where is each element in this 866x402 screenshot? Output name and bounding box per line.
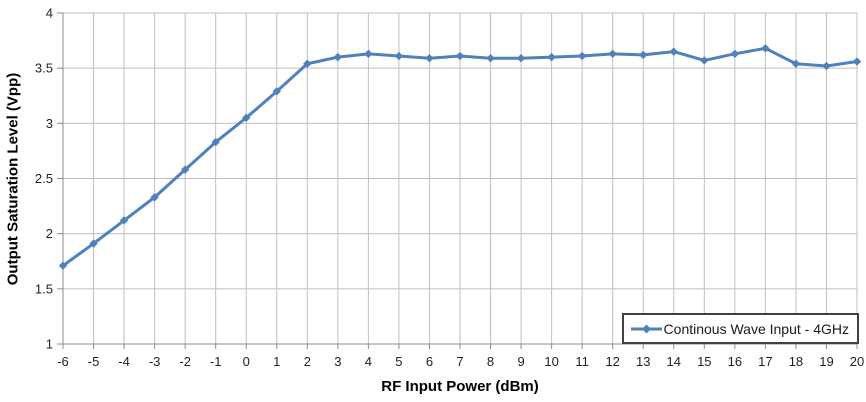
x-tick-label: 9 bbox=[517, 354, 524, 369]
x-tick-label: 8 bbox=[487, 354, 494, 369]
x-tick-label: 19 bbox=[819, 354, 833, 369]
x-tick-label: 20 bbox=[850, 354, 864, 369]
x-tick-label: 17 bbox=[758, 354, 772, 369]
gridlines bbox=[62, 12, 858, 345]
data-point-marker bbox=[486, 54, 495, 63]
x-tick-label: 10 bbox=[544, 354, 558, 369]
data-point-marker bbox=[730, 49, 740, 59]
data-point-marker bbox=[669, 47, 678, 56]
tick-labels: -6 -5 -4 -3 -2 -1 0 1 2 3 4 5 6 7 8 9 10 11 12 13 14 15 16 17 18… bbox=[35, 6, 864, 370]
data-point-marker bbox=[119, 216, 129, 225]
x-tick-label: 7 bbox=[456, 354, 463, 369]
x-tick-label: 18 bbox=[789, 354, 803, 369]
data-point-marker bbox=[516, 54, 526, 63]
legend-line-marker-icon bbox=[630, 324, 662, 333]
axes bbox=[57, 12, 858, 349]
x-tick-label: 1 bbox=[273, 354, 280, 369]
x-tick-label: 12 bbox=[605, 354, 619, 369]
y-tick-label: 1.5 bbox=[35, 281, 53, 296]
legend-series-label: Continous Wave Input - 4GHz bbox=[663, 320, 849, 337]
x-tick-label: 0 bbox=[243, 354, 250, 369]
data-point-marker bbox=[150, 193, 159, 202]
y-tick-label: 3 bbox=[46, 116, 53, 131]
y-tick-label: 2 bbox=[46, 226, 53, 241]
data-point-marker bbox=[577, 51, 587, 61]
x-tick-label: -6 bbox=[57, 354, 69, 369]
x-tick-label: -3 bbox=[149, 354, 161, 369]
data-point-marker bbox=[364, 49, 373, 59]
y-tick-label: 4 bbox=[46, 6, 53, 21]
data-point-marker bbox=[639, 50, 648, 60]
y-tick-label: 3.5 bbox=[35, 61, 53, 76]
data-point-marker bbox=[58, 261, 68, 270]
y-tick-label: 1 bbox=[46, 337, 53, 352]
data-point-marker bbox=[822, 61, 831, 71]
x-tick-label: 13 bbox=[636, 354, 650, 369]
data-point-marker bbox=[608, 49, 617, 59]
x-tick-label: 4 bbox=[365, 354, 372, 369]
data-series bbox=[58, 44, 862, 270]
x-tick-label: 16 bbox=[728, 354, 742, 369]
x-tick-label: -2 bbox=[179, 354, 191, 369]
data-point-marker bbox=[394, 51, 404, 61]
x-tick-label: 11 bbox=[575, 354, 589, 369]
data-point-marker bbox=[700, 56, 709, 65]
data-point-marker bbox=[761, 44, 770, 53]
data-point-marker bbox=[333, 52, 343, 62]
data-point-marker bbox=[547, 52, 556, 62]
data-point-marker bbox=[242, 113, 251, 123]
data-point-marker bbox=[852, 57, 862, 66]
x-tick-label: 2 bbox=[304, 354, 311, 369]
x-tick-label: -5 bbox=[88, 354, 100, 369]
x-tick-label: 3 bbox=[334, 354, 341, 369]
x-tick-label: 15 bbox=[697, 354, 711, 369]
data-point-marker bbox=[211, 137, 220, 147]
x-tick-label: 14 bbox=[667, 354, 681, 369]
x-tick-label: -4 bbox=[118, 354, 130, 369]
x-tick-label: -1 bbox=[210, 354, 222, 369]
x-tick-label: 5 bbox=[395, 354, 402, 369]
data-point-marker bbox=[180, 165, 190, 174]
data-point-marker bbox=[791, 59, 801, 68]
data-point-marker bbox=[272, 87, 281, 96]
y-tick-label: 2.5 bbox=[35, 171, 53, 186]
data-point-marker bbox=[425, 54, 434, 63]
data-point-marker bbox=[89, 239, 98, 248]
x-axis-title: RF Input Power (dBm) bbox=[381, 378, 539, 395]
y-axis-title: Output Saturation Level (Vpp) bbox=[4, 72, 22, 286]
legend: Continous Wave Input - 4GHz bbox=[621, 313, 859, 344]
data-point-marker bbox=[455, 51, 465, 61]
x-tick-label: 6 bbox=[426, 354, 433, 369]
data-point-marker bbox=[303, 59, 312, 68]
